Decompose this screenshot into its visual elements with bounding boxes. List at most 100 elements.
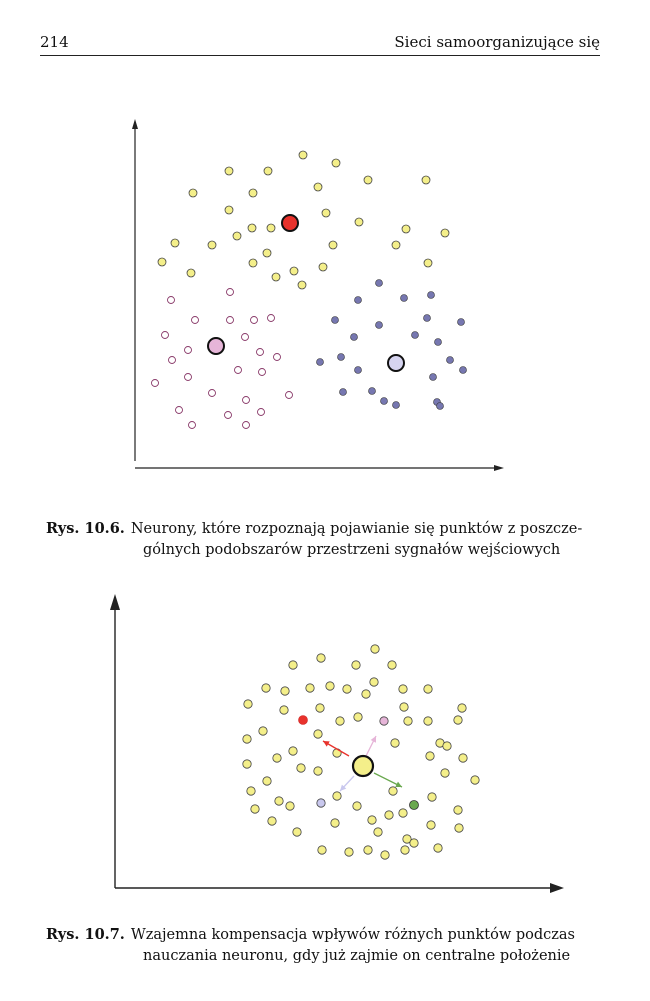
fig2-arrow-pink-head: [370, 736, 376, 743]
fig1-yellow-point: [297, 280, 307, 290]
fig2-yellow-point: [305, 683, 315, 693]
fig1-purple-point: [446, 356, 454, 364]
fig1-points: [151, 150, 467, 429]
fig2-yellow-point: [384, 810, 394, 820]
fig2-yellow-point: [367, 815, 377, 825]
fig1-yellow-point: [313, 182, 323, 192]
fig2-yellow-point: [262, 776, 272, 786]
fig1-yellow-point: [271, 272, 281, 282]
fig1-yellow-point: [262, 248, 272, 258]
fig2-yellow-point: [313, 766, 323, 776]
fig1-purple-point: [375, 279, 383, 287]
fig1-yellow-point: [188, 188, 198, 198]
fig1-purple-point: [380, 397, 388, 405]
fig2-yellow-point: [457, 703, 467, 713]
fig1-yellow-point: [248, 258, 258, 268]
fig1-purple-point: [457, 318, 465, 326]
fig1-yellow-point: [391, 240, 401, 250]
fig1-pink-point: [161, 331, 169, 339]
fig2-yellow-point: [423, 684, 433, 694]
fig1-pink-point: [241, 333, 249, 341]
fig2-yellow-point: [274, 796, 284, 806]
fig1-yellow-point: [298, 150, 308, 160]
fig1-pink-point: [184, 373, 192, 381]
fig2-yellow-point: [250, 804, 260, 814]
caption-text-line2: gólnych podobszarów przestrzeni sygnałów…: [143, 542, 561, 558]
fig1-pink-point: [256, 348, 264, 356]
fig1-yellow-point: [321, 208, 331, 218]
fig1-x-arrow: [494, 465, 504, 471]
fig1-yellow-point: [248, 188, 258, 198]
caption-label: Rys. 10.7.: [46, 926, 125, 943]
fig2-x-arrow: [550, 883, 564, 893]
fig1-yellow-point: [423, 258, 433, 268]
fig1-purple-point: [459, 366, 467, 374]
fig2-yellow-point: [433, 843, 443, 853]
fig1-yellow-point: [224, 205, 234, 215]
fig2-yellow-point: [370, 644, 380, 654]
fig1-pink-point: [175, 406, 183, 414]
fig2-arrow-red-head: [323, 741, 330, 747]
fig2-yellow-point: [330, 818, 340, 828]
fig1-yellow-point: [354, 217, 364, 227]
fig2-yellow-point: [403, 716, 413, 726]
fig2-lavender-point: [316, 798, 326, 808]
caption-text-line1: Wzajemna kompensacja wpływów różnych pun…: [130, 927, 575, 943]
fig1-yellow-point: [170, 238, 180, 248]
fig2-yellow-point: [409, 838, 419, 848]
fig2-yellow-point: [453, 715, 463, 725]
fig1-purple-point: [331, 316, 339, 324]
fig1-pink-point: [191, 316, 199, 324]
fig1-purple-point: [411, 331, 419, 339]
fig1-purple-point: [350, 333, 358, 341]
fig1-yellow-point: [232, 231, 242, 241]
fig2-yellow-point: [280, 686, 290, 696]
fig2-yellow-point: [353, 712, 363, 722]
fig1-purple-point: [337, 353, 345, 361]
fig1-purple-point: [392, 401, 400, 409]
fig2-yellow-point: [313, 729, 323, 739]
fig1-pink-point: [208, 389, 216, 397]
fig1-yellow-point: [363, 175, 373, 185]
fig1-pink-point: [242, 396, 250, 404]
fig1-yellow-point: [440, 228, 450, 238]
fig1-purple-point: [429, 373, 437, 381]
fig1-pink-point: [188, 421, 196, 429]
fig1-yellow-point: [263, 166, 273, 176]
fig2-yellow-point: [243, 699, 253, 709]
fig2-green-point: [409, 800, 419, 810]
fig1-yellow-point: [207, 240, 217, 250]
fig1-yellow-point: [421, 175, 431, 185]
fig1-pink-point: [168, 356, 176, 364]
fig1-pink-point: [151, 379, 159, 387]
fig2-yellow-point: [427, 792, 437, 802]
fig2-yellow-point: [288, 746, 298, 756]
fig1-yellow-point: [318, 262, 328, 272]
fig1-pink-point: [226, 288, 234, 296]
fig2-yellow-point: [425, 751, 435, 761]
fig2-red-point: [298, 715, 308, 725]
fig2-yellow-point: [267, 816, 277, 826]
fig2-pink-point: [379, 716, 389, 726]
fig2-yellow-point: [242, 734, 252, 744]
fig1-neuron-pink: [207, 337, 225, 355]
fig2-yellow-point: [315, 703, 325, 713]
fig1-yellow-point: [247, 223, 257, 233]
fig2-yellow-point: [288, 660, 298, 670]
caption-label: Rys. 10.6.: [46, 520, 125, 537]
fig2-yellow-point: [380, 850, 390, 860]
fig1-purple-point: [354, 296, 362, 304]
fig2-arrow-green-head: [395, 781, 402, 787]
page-number: 214: [40, 33, 69, 51]
fig2-yellow-point: [272, 753, 282, 763]
fig2-yellow-point: [454, 823, 464, 833]
fig1-pink-point: [273, 353, 281, 361]
caption-text-line2: nauczania neuronu, gdy już zajmie on cen…: [143, 948, 571, 964]
fig1-pink-point: [242, 421, 250, 429]
fig1-yellow-point: [186, 268, 196, 278]
fig1-purple-point: [339, 388, 347, 396]
fig1-yellow-point: [157, 257, 167, 267]
fig1-pink-point: [226, 316, 234, 324]
fig2-yellow-point: [316, 653, 326, 663]
fig1-neuron-lavender: [387, 354, 405, 372]
